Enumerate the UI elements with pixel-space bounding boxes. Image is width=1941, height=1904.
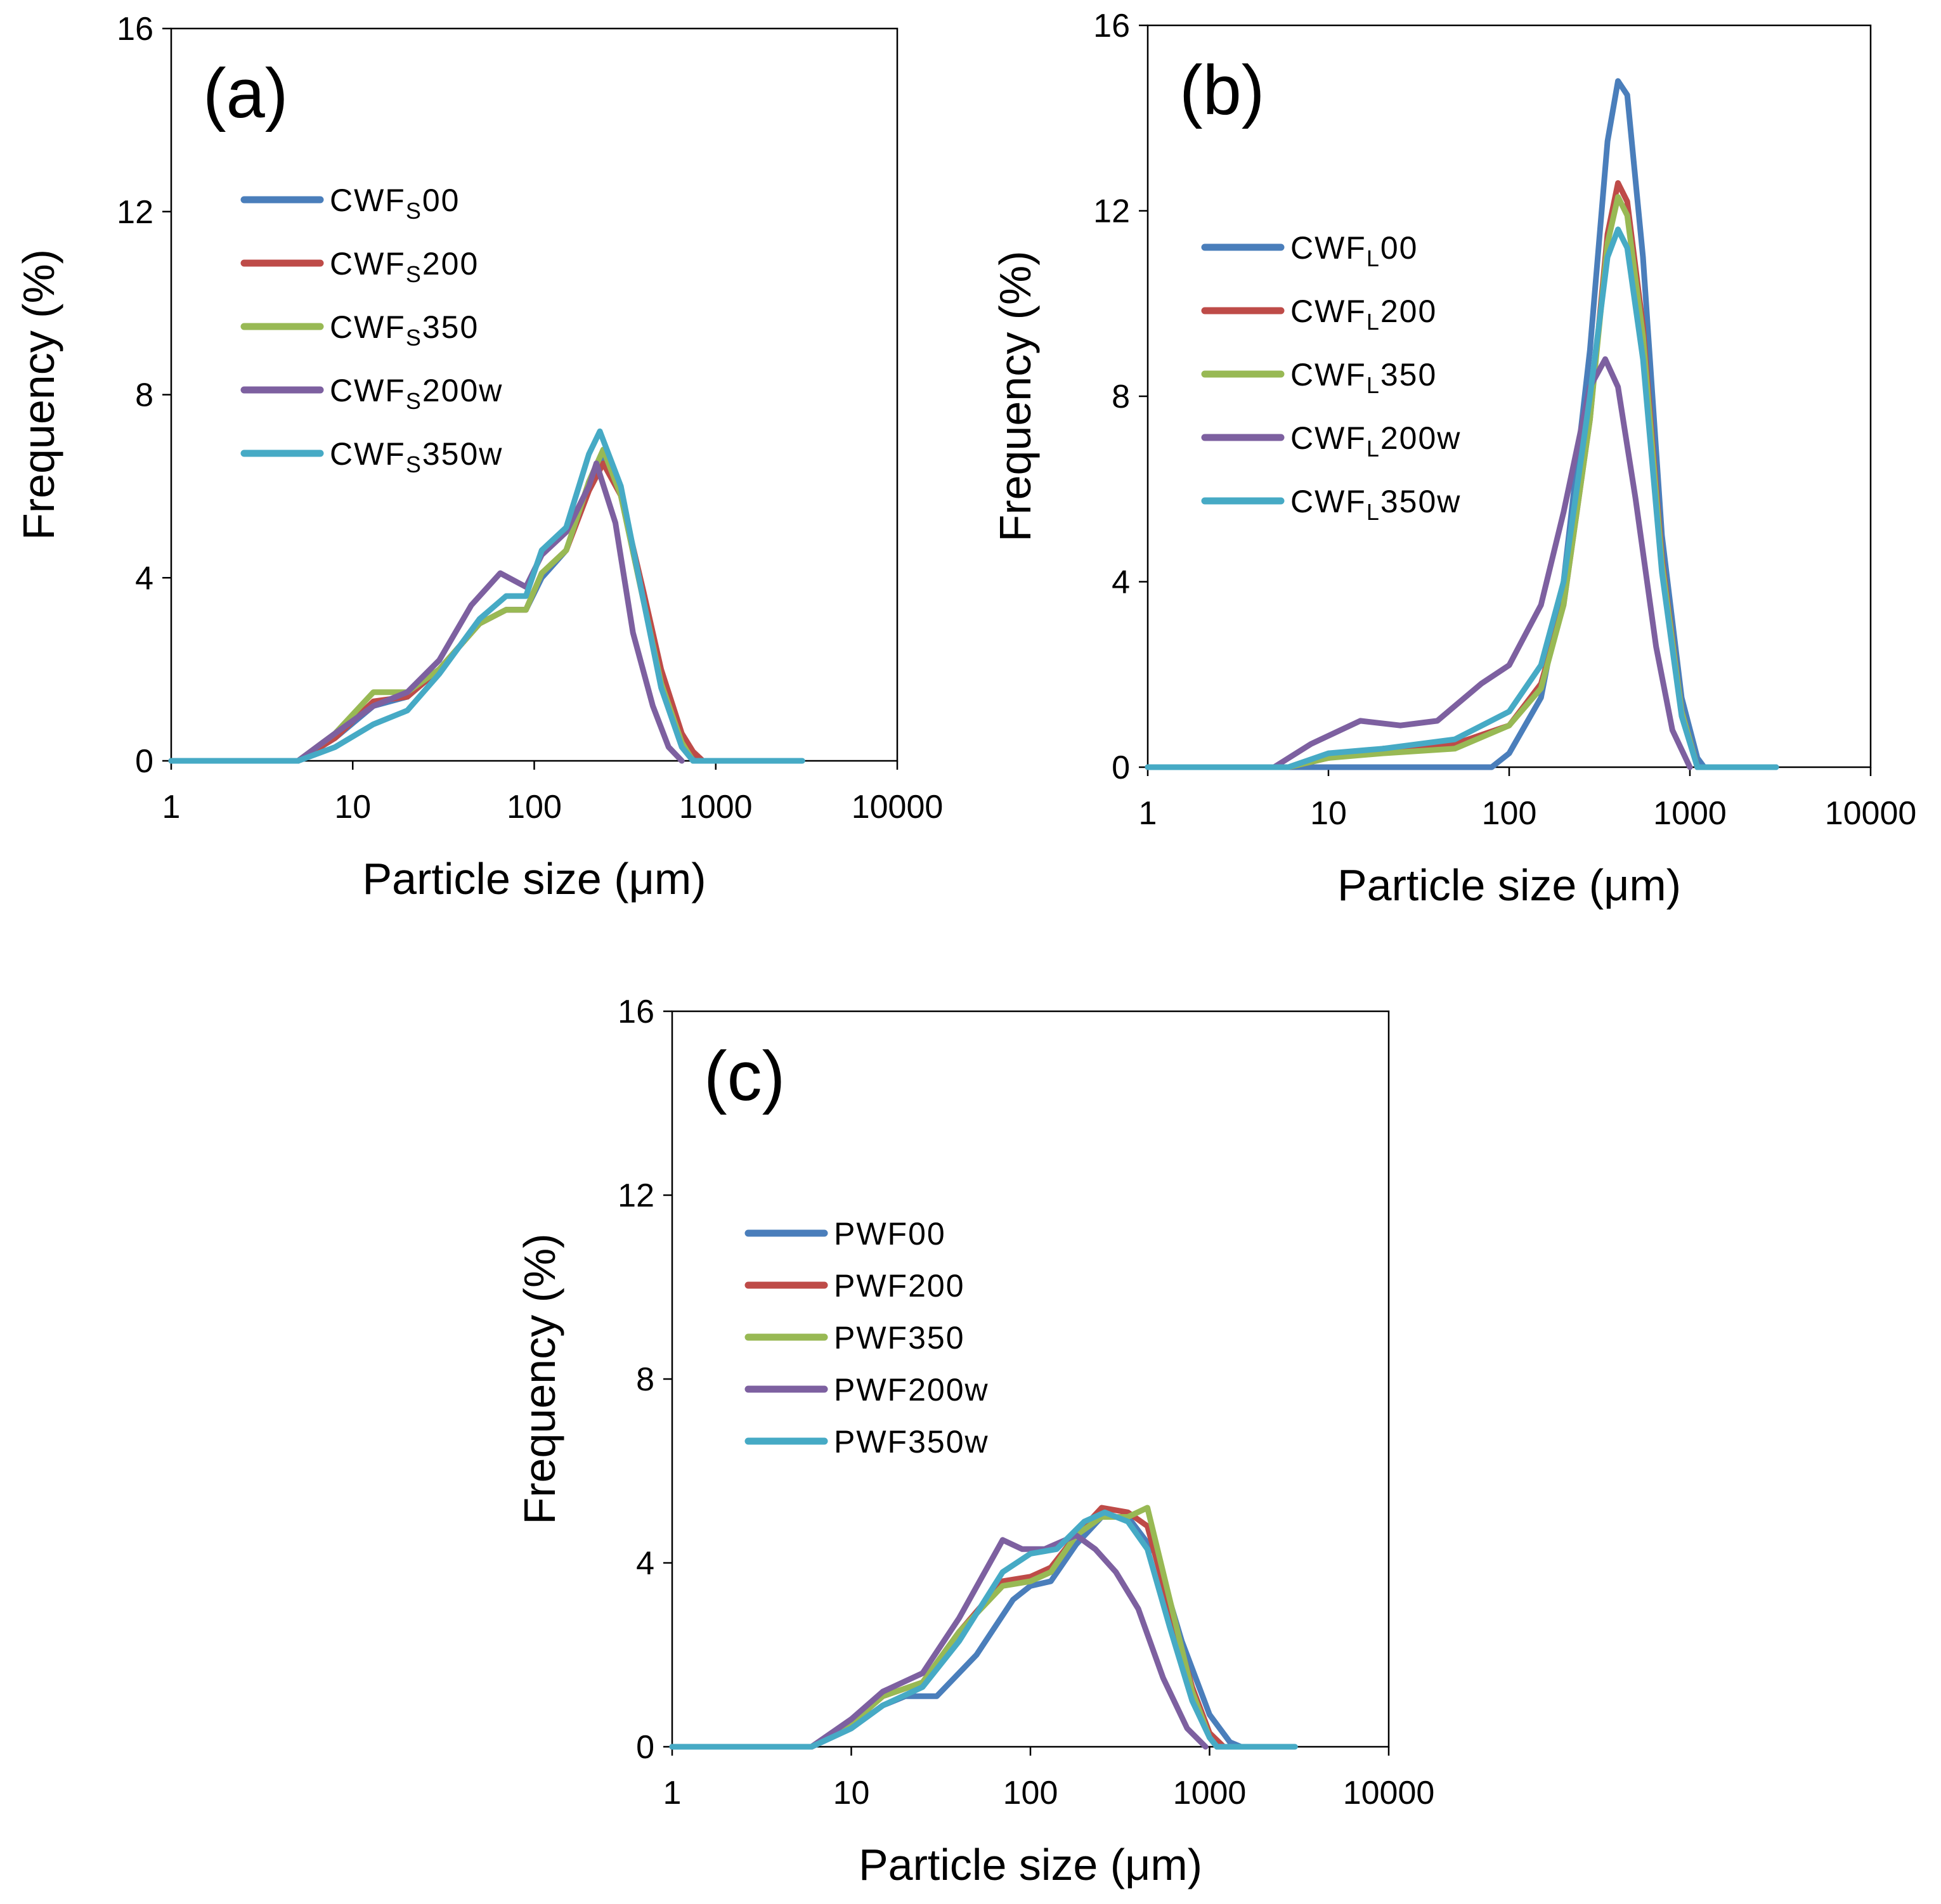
legend-entry: PWF200 bbox=[834, 1268, 965, 1304]
legend-entry: CWFL200w bbox=[1290, 420, 1461, 462]
panel-a: 0 4 8 12 16 1 10 100 1000 10000 Particle size (μm)… bbox=[14, 11, 943, 903]
plot-area bbox=[1146, 24, 1872, 768]
y-tick-label: 4 bbox=[636, 1545, 654, 1582]
y-axis-title: Frequency (%) bbox=[515, 1233, 564, 1524]
legend-entry: CWFL200 bbox=[1290, 294, 1437, 335]
x-tick-label: 1 bbox=[1139, 795, 1157, 832]
x-tick-label: 10 bbox=[1310, 795, 1347, 832]
y-tick-label: 12 bbox=[618, 1177, 654, 1214]
y-axis-title: Frequency (%) bbox=[14, 249, 63, 540]
series-line-cwfs350w bbox=[168, 428, 805, 764]
y-tick-label: 0 bbox=[636, 1729, 654, 1766]
series-line-cwfs350 bbox=[168, 446, 696, 764]
y-tick-label: 4 bbox=[1112, 564, 1130, 601]
legend-entry: CWFL350w bbox=[1290, 484, 1461, 525]
x-tick-label: 10000 bbox=[852, 789, 944, 826]
legend-entry: CWFS200w bbox=[330, 373, 503, 414]
x-tick-label: 1000 bbox=[1173, 1775, 1247, 1811]
y-tick-label: 8 bbox=[636, 1361, 654, 1398]
x-tick-label: 1 bbox=[663, 1775, 682, 1811]
panel-c: 0 4 8 12 16 1 10 100 1000 10000 Particle size (μm)… bbox=[515, 994, 1434, 1889]
legend-entry: CWFS350w bbox=[330, 436, 503, 477]
series-line-cwfs200w bbox=[168, 460, 685, 764]
y-tick-label: 4 bbox=[135, 560, 153, 597]
x-tick-label: 10 bbox=[833, 1775, 870, 1811]
panel-label: (a) bbox=[203, 55, 288, 133]
x-tick-label: 10000 bbox=[1343, 1775, 1435, 1811]
y-tick-label: 16 bbox=[618, 994, 654, 1030]
panel-label: (c) bbox=[704, 1037, 785, 1115]
legend-entry: PWF350w bbox=[834, 1424, 989, 1460]
y-tick-label: 16 bbox=[1093, 8, 1130, 44]
x-tick-label: 100 bbox=[507, 789, 562, 826]
legend-entry: CWFS350 bbox=[330, 309, 479, 351]
legend-entry: PWF00 bbox=[834, 1216, 946, 1252]
series-line-pwf350 bbox=[669, 1505, 1220, 1750]
series-line-cwfl200w bbox=[1145, 356, 1693, 770]
x-tick-label: 1000 bbox=[1653, 795, 1727, 832]
legend-entry: CWFS200 bbox=[330, 246, 479, 287]
x-axis-title: Particle size (μm) bbox=[362, 854, 706, 903]
y-tick-label: 0 bbox=[1112, 749, 1130, 786]
series-line-cwfl200 bbox=[1145, 180, 1701, 770]
x-tick-label: 1000 bbox=[679, 789, 753, 826]
x-tick-label: 1 bbox=[162, 789, 181, 826]
series-line-cwfl00 bbox=[1145, 78, 1779, 770]
y-tick-label: 8 bbox=[135, 377, 153, 414]
series-line-pwf200w bbox=[669, 1532, 1209, 1750]
y-tick-label: 12 bbox=[117, 194, 153, 231]
y-axis-title: Frequency (%) bbox=[990, 250, 1040, 541]
series-line-cwfl350 bbox=[1145, 194, 1701, 770]
plot-area bbox=[671, 1010, 1390, 1748]
x-tick-label: 100 bbox=[1003, 1775, 1058, 1811]
panel-b: 0 4 8 12 16 1 10 100 1000 10000 Particle size (μm)… bbox=[990, 8, 1916, 910]
legend-entry: CWFL00 bbox=[1290, 230, 1418, 271]
y-tick-label: 8 bbox=[1112, 379, 1130, 415]
plot-area bbox=[170, 27, 899, 762]
series-line-pwf350w bbox=[669, 1509, 1298, 1750]
y-tick-label: 12 bbox=[1093, 193, 1130, 230]
legend-entry: PWF200w bbox=[834, 1372, 989, 1408]
x-tick-label: 100 bbox=[1482, 795, 1537, 832]
x-tick-label: 10 bbox=[334, 789, 371, 826]
y-tick-label: 0 bbox=[135, 743, 153, 780]
series-line-cwfl350w bbox=[1145, 226, 1779, 770]
panel-label: (b) bbox=[1179, 51, 1264, 129]
x-axis-title: Particle size (μm) bbox=[859, 1840, 1202, 1889]
x-axis-title: Particle size (μm) bbox=[1337, 860, 1681, 910]
y-tick-label: 16 bbox=[117, 11, 153, 48]
legend-entry: PWF350 bbox=[834, 1320, 965, 1356]
legend-entry: CWFL350 bbox=[1290, 357, 1437, 398]
legend-entry: CWFS00 bbox=[330, 183, 460, 224]
x-tick-label: 10000 bbox=[1825, 795, 1917, 832]
